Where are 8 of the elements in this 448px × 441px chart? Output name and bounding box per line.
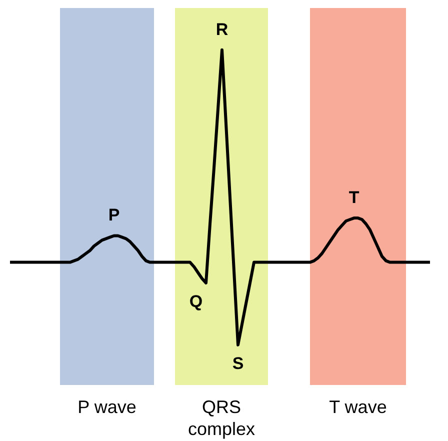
text: R [216, 20, 228, 39]
text: P wave [76, 396, 138, 418]
annotation: Q [189, 292, 203, 311]
annotation: T [348, 188, 360, 208]
text: S [232, 354, 244, 373]
text: T wave [328, 396, 388, 418]
annotation: P [108, 206, 120, 225]
text: QRS complex [186, 396, 256, 440]
